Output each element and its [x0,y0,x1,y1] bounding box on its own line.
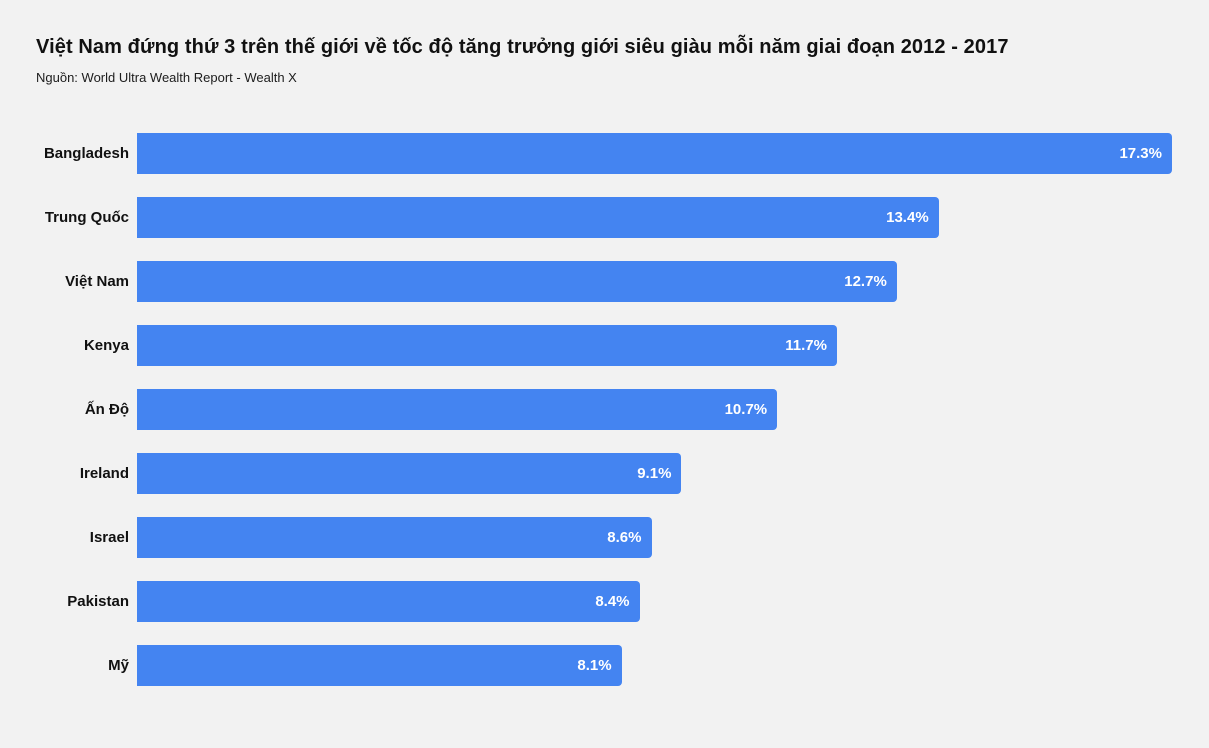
category-label: Việt Nam [65,273,129,290]
value-label: 12.7% [844,273,887,290]
horizontal-bar-chart: Bangladesh 17.3% Trung Quốc 13.4% Việt Nam 12… [36,133,1172,686]
bar: 13.4% [137,197,939,238]
bar-track: 17.3% [137,133,1172,174]
bar-track: 8.6% [137,517,1172,558]
bar-track: 9.1% [137,453,1172,494]
category-label: Mỹ [108,657,129,674]
chart-row: Mỹ 8.1% [36,645,1172,686]
bar: 8.1% [137,645,622,686]
chart-row: Bangladesh 17.3% [36,133,1172,174]
chart-row: Trung Quốc 13.4% [36,197,1172,238]
value-label: 9.1% [637,465,672,482]
chart-row: Pakistan 8.4% [36,581,1172,622]
bar: 9.1% [137,453,682,494]
value-label: 8.4% [595,593,630,610]
category-label: Bangladesh [43,145,129,162]
chart-row: Ấn Độ 10.7% [36,389,1172,430]
category-label: Pakistan [67,593,129,610]
bar-track: 8.4% [137,581,1172,622]
bar-track: 11.7% [137,325,1172,366]
category-label: Ấn Độ [84,401,129,418]
value-label: 17.3% [1119,145,1162,162]
bar: 10.7% [137,389,778,430]
bar: 17.3% [137,133,1172,174]
bar-track: 10.7% [137,389,1172,430]
chart-title: Việt Nam đứng thứ 3 trên thế giới về tốc… [36,36,1009,58]
chart-row: Israel 8.6% [36,517,1172,558]
category-label: Israel [89,529,129,546]
chart-row: Kenya 11.7% [36,325,1172,366]
bar-track: 13.4% [137,197,1172,238]
value-label: 8.6% [607,529,642,546]
value-label: 11.7% [785,337,827,354]
bar-track: 8.1% [137,645,1172,686]
bar: 8.4% [137,581,640,622]
value-label: 8.1% [577,657,612,674]
category-label: Kenya [83,337,129,354]
value-label: 13.4% [886,209,929,226]
chart-source-subtitle: Nguồn: World Ultra Wealth Report - Wealt… [36,70,297,85]
value-label: 10.7% [724,401,768,418]
bar: 8.6% [137,517,652,558]
bar: 12.7% [137,261,897,302]
chart-row: Việt Nam 12.7% [36,261,1172,302]
category-label: Ireland [79,465,129,482]
category-label: Trung Quốc [44,209,129,226]
chart-row: Ireland 9.1% [36,453,1172,494]
bar-track: 12.7% [137,261,1172,302]
bar: 11.7% [137,325,837,366]
